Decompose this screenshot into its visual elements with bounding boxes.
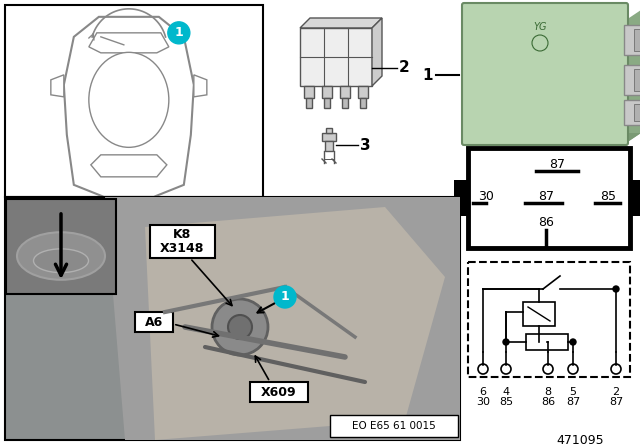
Polygon shape xyxy=(464,133,640,143)
Bar xyxy=(150,225,215,258)
Bar xyxy=(322,133,336,141)
Bar xyxy=(342,98,348,108)
Circle shape xyxy=(568,364,578,374)
Text: 85: 85 xyxy=(600,190,616,202)
Bar xyxy=(322,86,332,98)
FancyBboxPatch shape xyxy=(462,3,628,145)
Bar xyxy=(330,415,458,437)
Bar xyxy=(360,98,366,108)
Bar xyxy=(624,65,640,95)
Polygon shape xyxy=(300,18,382,28)
Ellipse shape xyxy=(33,249,88,273)
Bar xyxy=(340,86,350,98)
Bar xyxy=(324,98,330,108)
Text: 85: 85 xyxy=(499,397,513,407)
Bar xyxy=(454,180,469,216)
Text: 2: 2 xyxy=(612,387,620,397)
Text: 30: 30 xyxy=(478,190,494,202)
Polygon shape xyxy=(89,33,169,53)
Bar xyxy=(326,128,332,133)
Text: YG: YG xyxy=(533,22,547,32)
Text: 2: 2 xyxy=(399,60,410,76)
Text: 5: 5 xyxy=(570,387,577,397)
Bar xyxy=(358,86,368,98)
Circle shape xyxy=(478,364,488,374)
Bar xyxy=(624,25,640,55)
Ellipse shape xyxy=(89,52,169,147)
Bar xyxy=(304,86,314,98)
Circle shape xyxy=(611,364,621,374)
Bar xyxy=(468,148,630,248)
Circle shape xyxy=(168,22,190,44)
Bar xyxy=(523,302,555,326)
Text: X3148: X3148 xyxy=(160,241,204,254)
Text: K8: K8 xyxy=(173,228,191,241)
Text: 8: 8 xyxy=(545,387,552,397)
Text: 4: 4 xyxy=(502,387,509,397)
Ellipse shape xyxy=(17,232,105,280)
Bar xyxy=(624,100,640,125)
Text: 86: 86 xyxy=(541,397,555,407)
Text: 86: 86 xyxy=(538,216,554,229)
Circle shape xyxy=(274,286,296,308)
Bar xyxy=(6,199,116,294)
Circle shape xyxy=(503,339,509,345)
Bar xyxy=(526,334,568,350)
Bar xyxy=(629,180,640,216)
Polygon shape xyxy=(64,17,194,197)
Circle shape xyxy=(543,364,553,374)
Circle shape xyxy=(212,299,268,355)
Bar xyxy=(468,262,630,377)
Text: 87: 87 xyxy=(538,190,554,202)
Polygon shape xyxy=(51,75,64,97)
Text: 30: 30 xyxy=(476,397,490,407)
Circle shape xyxy=(228,315,252,339)
Bar xyxy=(634,104,640,121)
Text: 87: 87 xyxy=(549,159,565,172)
Circle shape xyxy=(613,286,619,292)
Bar xyxy=(634,29,640,51)
Bar xyxy=(5,5,263,197)
Polygon shape xyxy=(145,207,445,440)
Circle shape xyxy=(501,364,511,374)
Text: A6: A6 xyxy=(145,315,163,328)
Text: 1: 1 xyxy=(280,290,289,303)
Bar xyxy=(250,382,308,402)
Polygon shape xyxy=(105,197,460,440)
Text: 471095: 471095 xyxy=(556,434,604,447)
Circle shape xyxy=(570,339,576,345)
Text: X609: X609 xyxy=(261,385,297,399)
Text: 1: 1 xyxy=(422,68,433,82)
Polygon shape xyxy=(91,155,167,177)
Bar xyxy=(634,69,640,91)
Text: 6: 6 xyxy=(479,387,486,397)
Text: 3: 3 xyxy=(360,138,371,152)
Text: 87: 87 xyxy=(609,397,623,407)
Bar xyxy=(135,312,173,332)
Polygon shape xyxy=(372,18,382,86)
Text: 1: 1 xyxy=(175,26,183,39)
Bar xyxy=(300,28,372,86)
Bar xyxy=(5,197,460,440)
Bar xyxy=(306,98,312,108)
Polygon shape xyxy=(194,75,207,97)
Text: 87: 87 xyxy=(566,397,580,407)
Text: EO E65 61 0015: EO E65 61 0015 xyxy=(352,421,436,431)
Bar xyxy=(325,141,333,151)
Polygon shape xyxy=(626,10,640,143)
